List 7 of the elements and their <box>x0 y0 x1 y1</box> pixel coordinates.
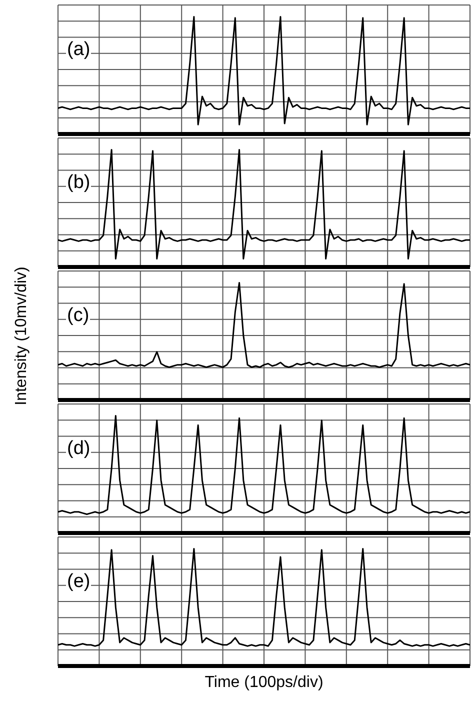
y-axis-title: Intensity (10mv/div) <box>13 266 31 405</box>
text: (e) <box>66 571 92 592</box>
text: (d) <box>66 438 92 460</box>
x-axis-title: Time (100ps/div) <box>204 674 324 692</box>
text: (c) <box>66 305 90 326</box>
text: (b) <box>66 172 92 194</box>
text: (a) <box>66 39 92 60</box>
